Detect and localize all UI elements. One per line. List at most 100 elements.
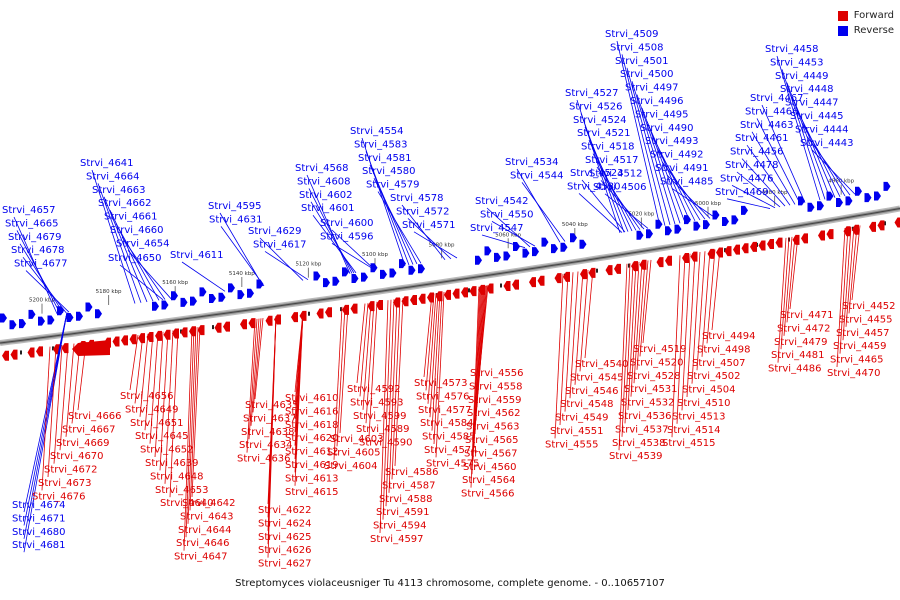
gene-label: Strvi_4612 xyxy=(285,447,339,458)
forward-gene-leader xyxy=(836,227,846,368)
forward-gene-arrow xyxy=(418,293,426,304)
gene-label: Strvi_4664 xyxy=(86,171,140,182)
gene-label: Strvi_4644 xyxy=(178,525,232,536)
forward-gene-leader xyxy=(711,248,721,331)
forward-gene-arrow xyxy=(877,220,885,231)
forward-gene-arrow xyxy=(291,312,298,323)
gene-label: Strvi_4581 xyxy=(358,153,412,164)
forward-gene-arrow xyxy=(27,347,35,358)
gene-label: Strvi_4589 xyxy=(356,424,410,435)
forward-gene-leader xyxy=(473,286,483,448)
forward-gene-arrow xyxy=(274,314,281,325)
reverse-gene-leader xyxy=(731,185,776,209)
gene-label: Strvi_4494 xyxy=(702,331,756,342)
forward-gene-leader xyxy=(368,301,378,437)
reverse-gene-leader xyxy=(331,243,376,271)
gene-label: Strvi_4466 xyxy=(745,106,799,117)
reverse-gene-leader xyxy=(97,183,142,303)
gene-label: Strvi_4620 xyxy=(285,433,339,444)
forward-gene-leader xyxy=(267,316,277,558)
reverse-gene-leader xyxy=(580,113,625,233)
gene-label: Strvi_4517 xyxy=(585,155,639,166)
forward-gene-leader xyxy=(676,254,686,424)
gene-label: Strvi_4603 xyxy=(330,434,384,445)
gene-label: Strvi_4660 xyxy=(110,225,164,236)
forward-gene-leader xyxy=(433,292,443,445)
forward-gene-arrow xyxy=(512,279,519,290)
reverse-gene-arrow xyxy=(731,215,739,225)
gene-label: Strvi_4527 xyxy=(565,88,619,99)
forward-gene-leader xyxy=(691,252,701,384)
gene-label: Strvi_4556 xyxy=(470,368,524,379)
gene-label: Strvi_4605 xyxy=(327,447,381,458)
reverse-gene-leader xyxy=(103,196,148,303)
gene-label: Strvi_4461 xyxy=(735,133,789,144)
gene-label: Strvi_4542 xyxy=(475,196,529,207)
gene-label: Strvi_4456 xyxy=(730,147,784,158)
gene-label: Strvi_4580 xyxy=(362,166,416,177)
forward-gene-leader xyxy=(149,332,159,444)
gene-label: Strvi_4590 xyxy=(359,438,413,449)
forward-gene-leader xyxy=(41,346,51,491)
reverse-gene-arrow xyxy=(399,259,406,269)
forward-gene-arrow xyxy=(121,335,128,346)
gene-label: Strvi_4497 xyxy=(625,83,679,94)
gene-label: Strvi_4613 xyxy=(285,473,339,484)
forward-gene-arrow xyxy=(588,267,596,278)
reverse-gene-arrow xyxy=(19,319,26,329)
forward-gene-leader xyxy=(435,291,445,458)
reverse-gene-arrow xyxy=(807,202,815,212)
gene-label: Strvi_4587 xyxy=(382,480,436,491)
forward-gene-arrow xyxy=(316,308,324,319)
forward-gene-leader xyxy=(845,226,855,327)
forward-gene-leader xyxy=(783,236,793,336)
gene-label: Strvi_4548 xyxy=(560,399,614,410)
gene-label: Strvi_4523 xyxy=(570,168,624,179)
reverse-gene-arrow xyxy=(674,224,682,234)
gene-label: Strvi_4562 xyxy=(467,408,521,419)
axis-tick-label: 5120 kbp xyxy=(295,262,321,268)
forward-gene-leader xyxy=(630,261,640,397)
gene-label: Strvi_4534 xyxy=(505,157,559,168)
forward-gene-leader xyxy=(584,269,594,359)
forward-gene-leader xyxy=(636,260,646,370)
reverse-gene-arrow xyxy=(66,313,74,323)
gene-label: Strvi_4637 xyxy=(243,413,297,424)
gene-label: Strvi_4653 xyxy=(155,485,209,496)
gene-label: Strvi_4470 xyxy=(827,368,881,379)
gene-label: Strvi_4617 xyxy=(253,239,307,250)
gene-label: Strvi_4611 xyxy=(170,250,224,261)
reverse-gene-arrow xyxy=(171,291,178,301)
axis-tick-label: 5000 kbp xyxy=(695,201,721,207)
reverse-gene-leader xyxy=(646,121,691,222)
reverse-gene-arrow xyxy=(47,315,55,325)
forward-gene-arrow xyxy=(656,257,664,268)
reverse-gene-leader xyxy=(331,229,376,271)
forward-gene-arrow xyxy=(240,319,247,330)
gene-label: Strvi_4595 xyxy=(208,201,262,212)
reverse-gene-leader xyxy=(25,270,70,313)
forward-gene-arrow xyxy=(665,255,672,266)
reverse-gene-arrow xyxy=(712,210,720,220)
forward-gene-arrow xyxy=(614,263,621,274)
forward-gene-leader xyxy=(686,252,696,398)
gene-label: Strvi_4520 xyxy=(630,357,684,368)
gene-label: Strvi_4472 xyxy=(777,323,831,334)
reverse-gene-leader xyxy=(741,158,786,207)
reverse-gene-arrow xyxy=(418,264,425,274)
gene-label: Strvi_4564 xyxy=(462,475,516,486)
gene-label: Strvi_4622 xyxy=(258,505,312,516)
forward-gene-arrow xyxy=(682,252,689,263)
gene-label: Strvi_4578 xyxy=(390,193,444,204)
gene-label: Strvi_4540 xyxy=(575,359,629,370)
gene-label: Strvi_4485 xyxy=(660,176,714,187)
forward-gene-leader xyxy=(471,286,481,475)
gene-label: Strvi_4449 xyxy=(775,71,829,82)
forward-gene-leader xyxy=(842,226,852,341)
gene-label: Strvi_4537 xyxy=(615,424,669,435)
reverse-gene-arrow xyxy=(218,292,226,302)
reverse-gene-leader xyxy=(310,201,355,274)
forward-gene-arrow xyxy=(461,287,468,298)
reverse-gene-leader xyxy=(616,40,661,227)
